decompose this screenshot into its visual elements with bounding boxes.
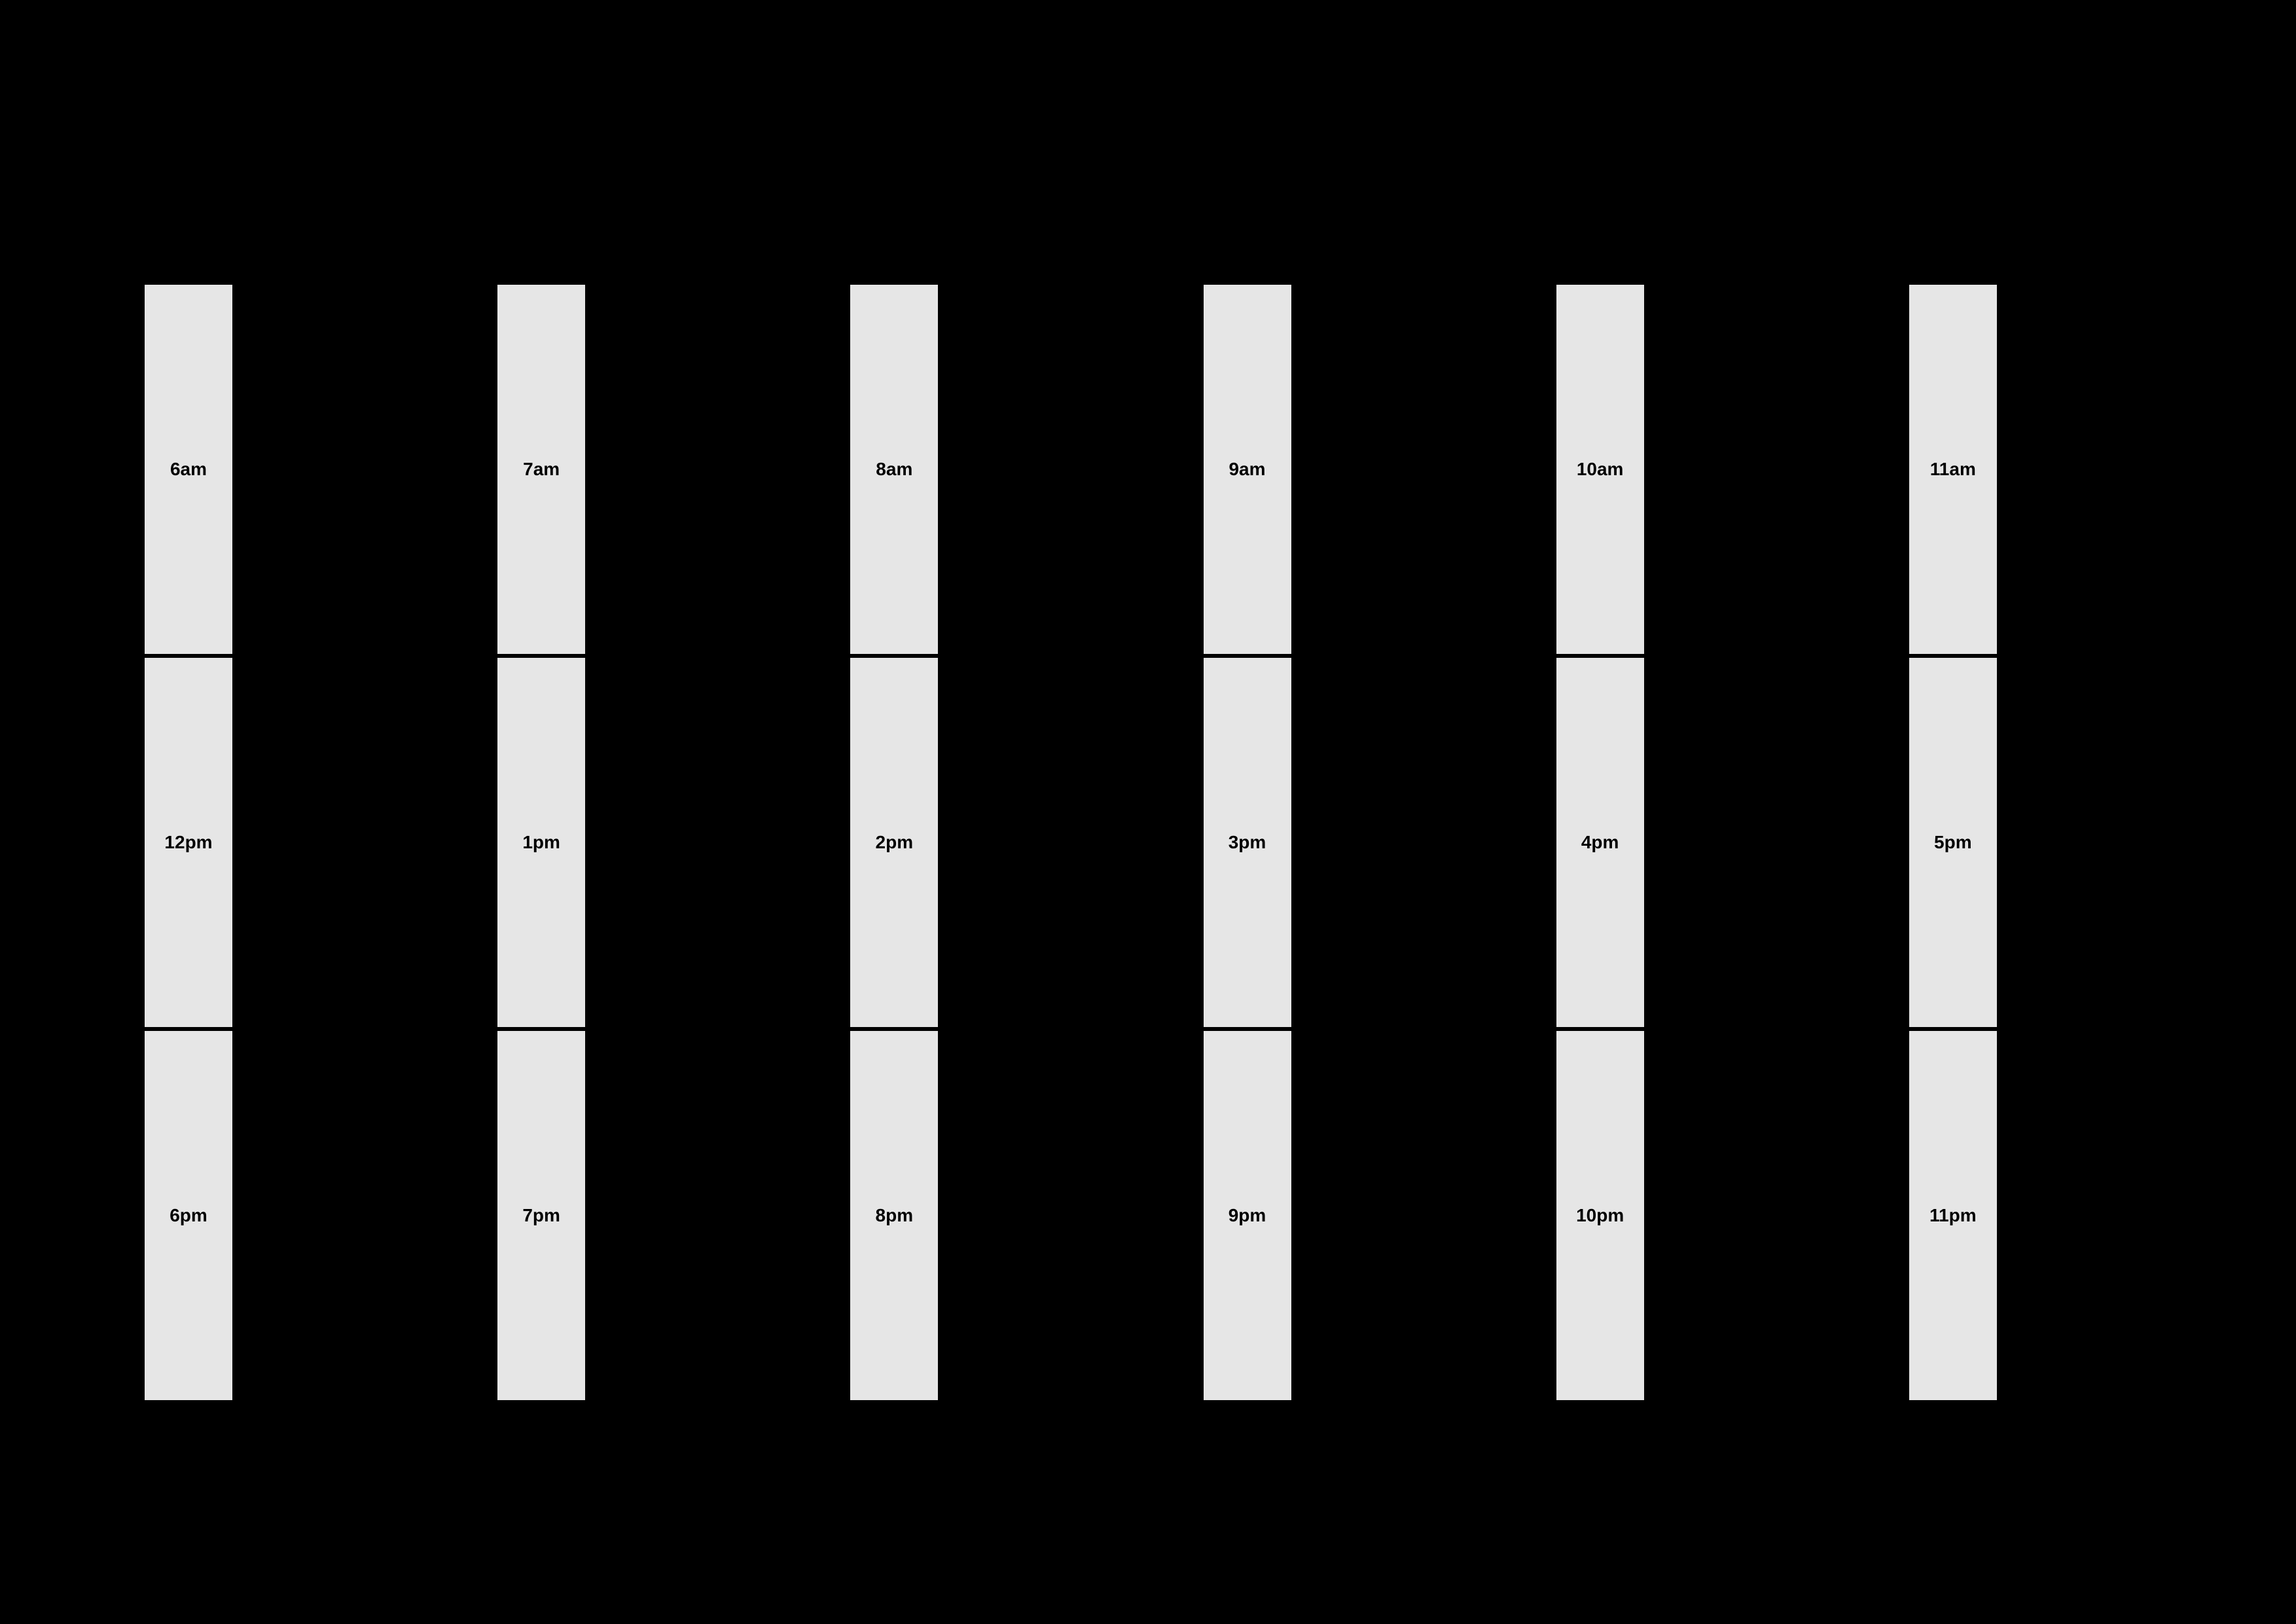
note-area[interactable] [940, 1029, 1201, 1402]
time-slot: 1pm [495, 656, 848, 1029]
time-grid: 6am 7am 8am 9am 10am 11am 12pm 1pm 2pm 3pm 4pm 5pm 6… [143, 283, 2260, 1402]
note-area[interactable] [1646, 1029, 1907, 1402]
time-label: 6am [143, 283, 234, 656]
time-label: 6pm [143, 1029, 234, 1402]
planner-page: 6am 7am 8am 9am 10am 11am 12pm 1pm 2pm 3pm 4pm 5pm 6… [0, 0, 2296, 1624]
time-label: 9am [1202, 283, 1293, 656]
time-slot: 7am [495, 283, 848, 656]
time-label: 2pm [848, 656, 940, 1029]
time-slot: 10pm [1554, 1029, 1907, 1402]
time-slot: 10am [1554, 283, 1907, 656]
time-label: 8pm [848, 1029, 940, 1402]
note-area[interactable] [234, 656, 495, 1029]
time-slot: 6am [143, 283, 495, 656]
note-area[interactable] [1999, 283, 2260, 656]
time-slot: 8pm [848, 1029, 1201, 1402]
time-label: 12pm [143, 656, 234, 1029]
time-label: 10pm [1554, 1029, 1646, 1402]
time-label: 5pm [1907, 656, 1999, 1029]
time-slot: 12pm [143, 656, 495, 1029]
time-slot: 5pm [1907, 656, 2260, 1029]
time-label: 3pm [1202, 656, 1293, 1029]
time-slot: 4pm [1554, 656, 1907, 1029]
note-area[interactable] [940, 656, 1201, 1029]
time-slot: 11am [1907, 283, 2260, 656]
time-label: 7am [495, 283, 587, 656]
note-area[interactable] [587, 283, 848, 656]
note-area[interactable] [234, 283, 495, 656]
time-label: 10am [1554, 283, 1646, 656]
time-slot: 6pm [143, 1029, 495, 1402]
note-area[interactable] [940, 283, 1201, 656]
note-area[interactable] [1293, 283, 1554, 656]
note-area[interactable] [1999, 1029, 2260, 1402]
note-area[interactable] [1999, 656, 2260, 1029]
time-slot: 9am [1202, 283, 1554, 656]
time-slot: 3pm [1202, 656, 1554, 1029]
time-label: 7pm [495, 1029, 587, 1402]
time-label: 11am [1907, 283, 1999, 656]
time-slot: 7pm [495, 1029, 848, 1402]
time-label: 9pm [1202, 1029, 1293, 1402]
time-slot: 9pm [1202, 1029, 1554, 1402]
time-label: 8am [848, 283, 940, 656]
time-label: 11pm [1907, 1029, 1999, 1402]
note-area[interactable] [234, 1029, 495, 1402]
note-area[interactable] [587, 1029, 848, 1402]
time-slot: 8am [848, 283, 1201, 656]
time-label: 4pm [1554, 656, 1646, 1029]
note-area[interactable] [587, 656, 848, 1029]
note-area[interactable] [1646, 656, 1907, 1029]
time-slot: 11pm [1907, 1029, 2260, 1402]
note-area[interactable] [1293, 656, 1554, 1029]
note-area[interactable] [1293, 1029, 1554, 1402]
time-slot: 2pm [848, 656, 1201, 1029]
note-area[interactable] [1646, 283, 1907, 656]
time-label: 1pm [495, 656, 587, 1029]
